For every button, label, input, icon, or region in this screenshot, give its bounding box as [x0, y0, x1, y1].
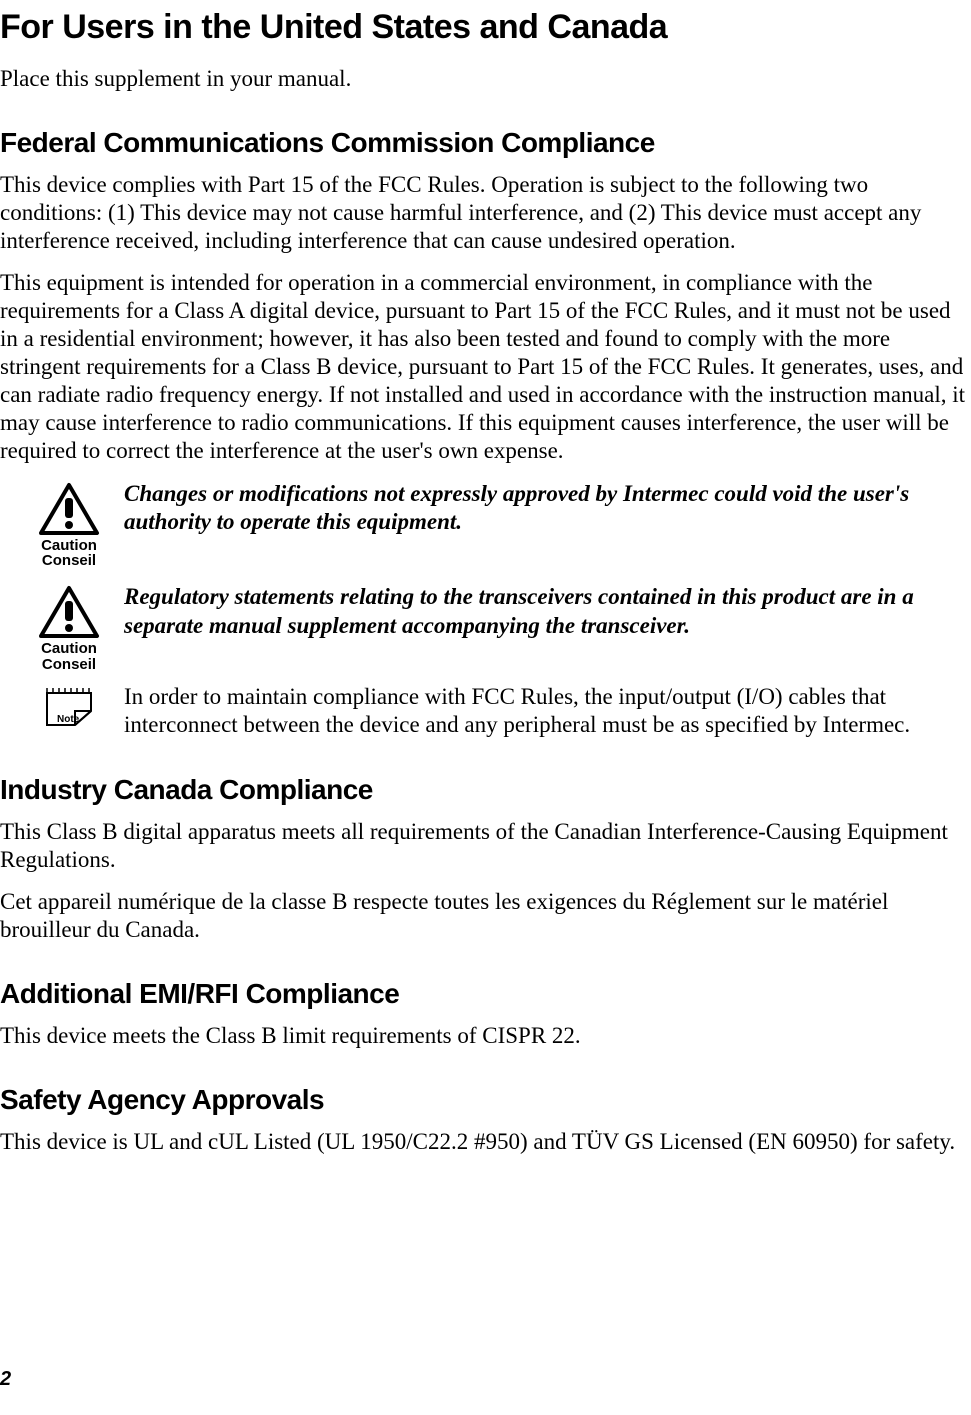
- document-page: For Users in the United States and Canad…: [0, 0, 971, 1156]
- emi-heading: Additional EMI/RFI Compliance: [0, 978, 971, 1010]
- caution-triangle-icon: [38, 585, 100, 639]
- caution-label-fr: Conseil: [42, 552, 96, 569]
- note-page-icon: Note: [41, 685, 97, 729]
- note-icon-label: Note: [57, 714, 80, 725]
- caution-label-fr: Conseil: [42, 656, 96, 673]
- intro-paragraph: Place this supplement in your manual.: [0, 65, 971, 93]
- caution-label: Caution Conseil: [34, 538, 104, 570]
- industry-canada-p1: This Class B digital apparatus meets all…: [0, 818, 971, 874]
- fcc-paragraph-1: This device complies with Part 15 of the…: [0, 171, 971, 255]
- caution-triangle-icon: [38, 482, 100, 536]
- caution-label-en: Caution: [41, 537, 97, 554]
- safety-heading: Safety Agency Approvals: [0, 1084, 971, 1116]
- page-number: 2: [0, 1368, 11, 1391]
- caution-text-2: Regulatory statements relating to the tr…: [124, 583, 971, 641]
- caution-callout-1: Caution Conseil Changes or modifications…: [34, 480, 971, 570]
- caution-text-1: Changes or modifications not expressly a…: [124, 480, 971, 538]
- fcc-heading: Federal Communications Commission Compli…: [0, 127, 971, 159]
- caution-label-en: Caution: [41, 640, 97, 657]
- caution-label: Caution Conseil: [34, 641, 104, 673]
- page-title: For Users in the United States and Canad…: [0, 8, 971, 47]
- industry-canada-p2: Cet appareil numérique de la classe B re…: [0, 888, 971, 944]
- note-callout: Note In order to maintain compliance wit…: [34, 683, 971, 741]
- note-text: In order to maintain compliance with FCC…: [124, 683, 971, 741]
- fcc-paragraph-2: This equipment is intended for operation…: [0, 269, 971, 465]
- caution-icon-block: Caution Conseil: [34, 583, 104, 673]
- safety-p1: This device is UL and cUL Listed (UL 195…: [0, 1128, 971, 1156]
- caution-callout-2: Caution Conseil Regulatory statements re…: [34, 583, 971, 673]
- caution-icon-block: Caution Conseil: [34, 480, 104, 570]
- emi-p1: This device meets the Class B limit requ…: [0, 1022, 971, 1050]
- note-icon-block: Note: [34, 683, 104, 729]
- industry-canada-heading: Industry Canada Compliance: [0, 774, 971, 806]
